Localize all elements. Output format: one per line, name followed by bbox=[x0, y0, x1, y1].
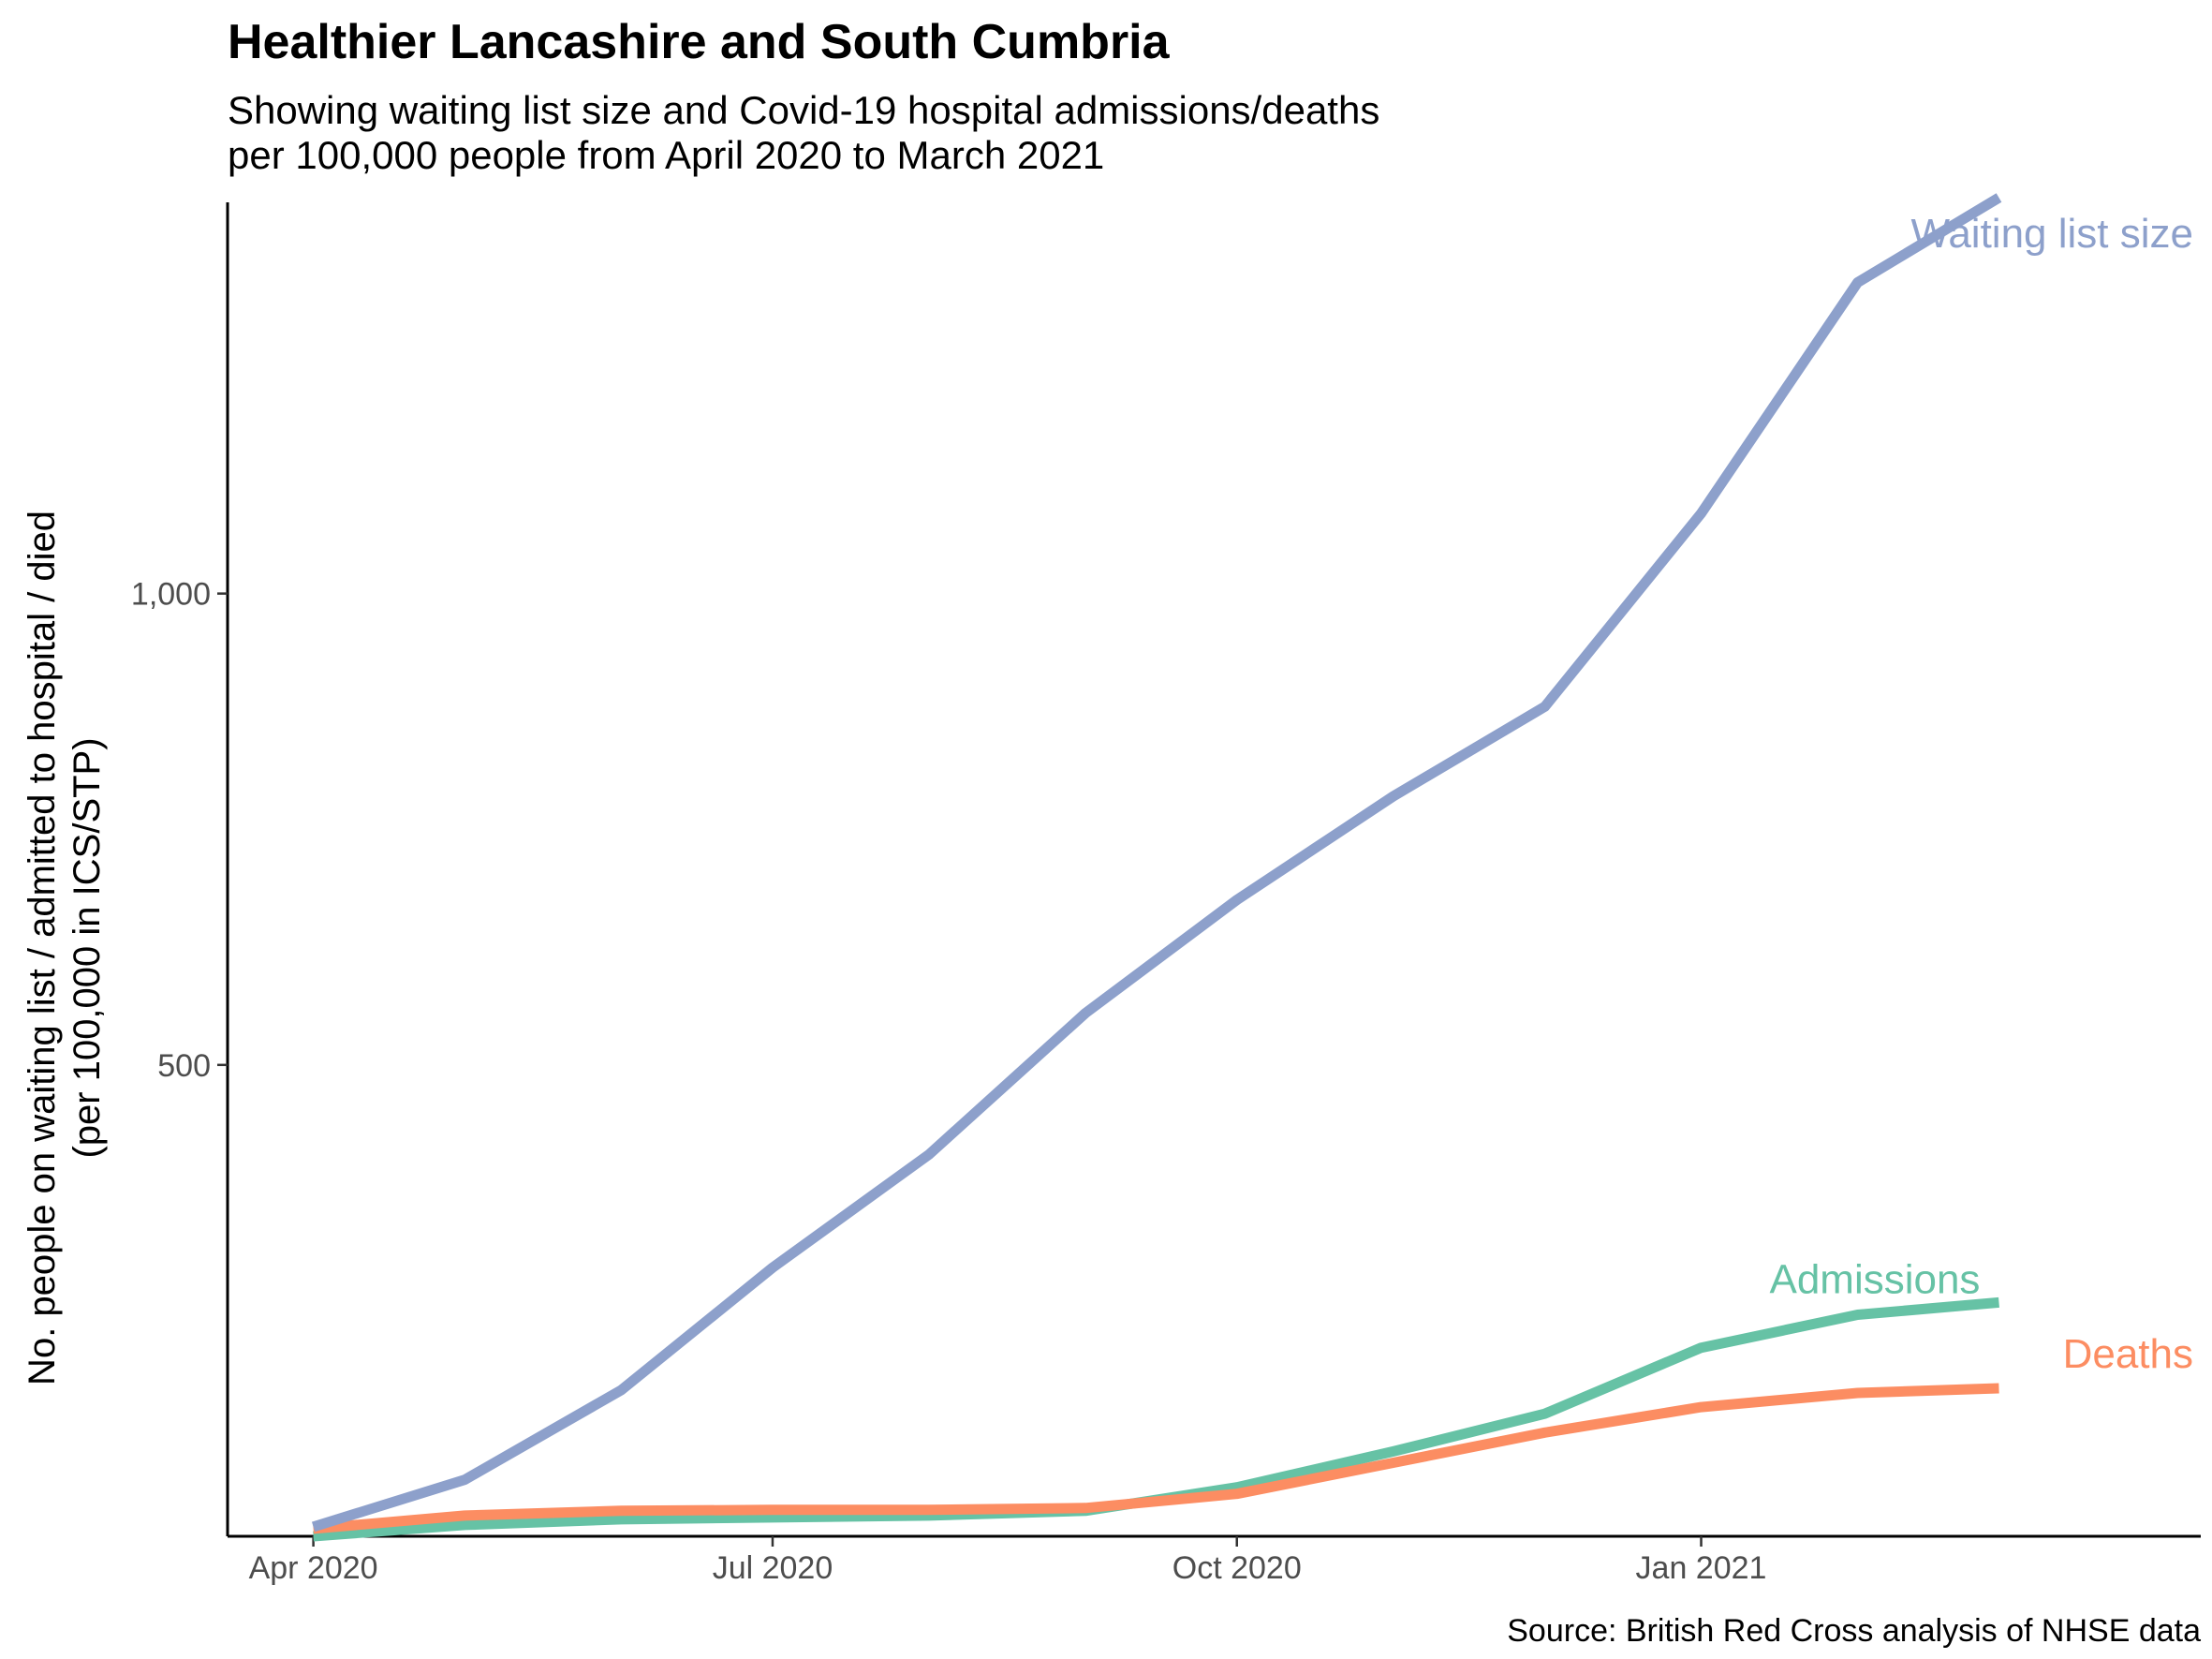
y-axis-label-line-2: (per 100,000 in ICS/STP) bbox=[66, 737, 108, 1158]
chart-title: Healthier Lancashire and South Cumbria bbox=[228, 15, 1171, 69]
series-label-admissions: Admissions bbox=[1769, 1256, 1980, 1302]
y-axis-label-line-1: No. people on waiting list / admitted to… bbox=[22, 511, 63, 1385]
series-label-deaths: Deaths bbox=[2063, 1331, 2193, 1377]
y-tick-label: 1,000 bbox=[131, 577, 211, 613]
y-tick-label: 500 bbox=[157, 1048, 211, 1084]
plot-area: 500 1,000 Apr 2020 Jul 2020 Oct 2020 Jan 202… bbox=[131, 193, 2201, 1586]
chart-caption: Source: British Red Cross analysis of NH… bbox=[1507, 1613, 2201, 1649]
y-axis-label: No. people on waiting list / admitted to… bbox=[22, 511, 108, 1385]
x-ticks: Apr 2020 Jul 2020 Oct 2020 Jan 2021 bbox=[249, 1536, 1767, 1586]
y-ticks: 500 1,000 bbox=[131, 577, 228, 1084]
series-line-deaths bbox=[313, 1383, 1999, 1534]
series-labels: Waiting list size Admissions Deaths bbox=[1769, 211, 2193, 1377]
series-label-waiting-list-size: Waiting list size bbox=[1910, 211, 2193, 257]
series-lines bbox=[311, 193, 2002, 1542]
x-tick-label: Apr 2020 bbox=[249, 1550, 378, 1586]
chart-subtitle-line-2: per 100,000 people from April 2020 to Ma… bbox=[228, 133, 1104, 177]
series-line-waiting-list-size bbox=[311, 193, 2002, 1533]
x-tick-label: Oct 2020 bbox=[1172, 1550, 1302, 1586]
chart-subtitle-line-1: Showing waiting list size and Covid-19 h… bbox=[228, 88, 1379, 132]
x-tick-label: Jul 2020 bbox=[713, 1550, 833, 1586]
x-tick-label: Jan 2021 bbox=[1636, 1550, 1767, 1586]
